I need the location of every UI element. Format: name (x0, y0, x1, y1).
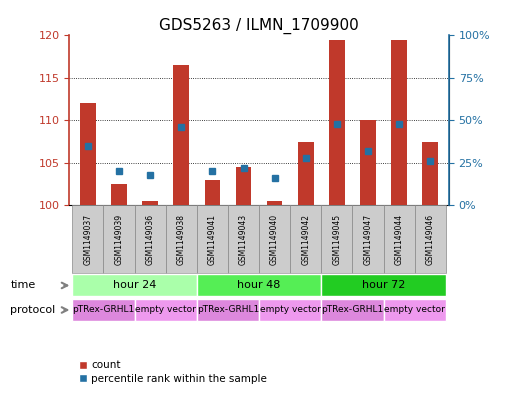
Bar (321, 205, 352, 273)
Bar (197, 299, 259, 321)
Bar (72, 274, 197, 296)
Text: empty vector: empty vector (384, 305, 445, 314)
Bar (134, 205, 166, 273)
Bar (72, 205, 104, 273)
Text: GSM1149043: GSM1149043 (239, 214, 248, 265)
Bar (267, 201, 282, 205)
Bar (329, 40, 345, 205)
Bar (360, 120, 376, 205)
Text: hour 24: hour 24 (113, 281, 156, 290)
Bar (236, 167, 251, 205)
Text: GSM1149038: GSM1149038 (177, 214, 186, 265)
Text: GSM1149042: GSM1149042 (301, 214, 310, 265)
Bar (205, 180, 220, 205)
Text: protocol: protocol (10, 305, 55, 315)
Bar (143, 201, 158, 205)
Text: pTRex-GRHL1: pTRex-GRHL1 (321, 305, 384, 314)
Text: pTRex-GRHL1: pTRex-GRHL1 (197, 305, 259, 314)
Text: GSM1149047: GSM1149047 (364, 214, 372, 265)
Text: GSM1149045: GSM1149045 (332, 214, 341, 265)
Bar (259, 205, 290, 273)
Bar (290, 205, 321, 273)
Legend: count, percentile rank within the sample: count, percentile rank within the sample (74, 356, 271, 388)
Bar (384, 299, 446, 321)
Text: time: time (10, 281, 35, 290)
Text: GSM1149040: GSM1149040 (270, 214, 279, 265)
Text: GSM1149037: GSM1149037 (84, 214, 92, 265)
Bar (321, 299, 384, 321)
Text: empty vector: empty vector (260, 305, 321, 314)
Text: hour 72: hour 72 (362, 281, 405, 290)
Bar (384, 205, 415, 273)
Bar (72, 299, 134, 321)
Bar (197, 274, 321, 296)
Bar (197, 205, 228, 273)
Text: GSM1149036: GSM1149036 (146, 214, 154, 265)
Bar (391, 40, 407, 205)
Bar (104, 205, 134, 273)
Bar (259, 299, 321, 321)
Bar (80, 103, 96, 205)
Bar (173, 65, 189, 205)
Bar (134, 299, 197, 321)
Text: GSM1149041: GSM1149041 (208, 214, 217, 265)
Bar (352, 205, 384, 273)
Bar (321, 274, 446, 296)
Bar (415, 205, 446, 273)
Text: empty vector: empty vector (135, 305, 196, 314)
Bar (111, 184, 127, 205)
Bar (422, 141, 438, 205)
Text: pTRex-GRHL1: pTRex-GRHL1 (72, 305, 134, 314)
Bar (298, 141, 313, 205)
Text: hour 48: hour 48 (238, 281, 281, 290)
Text: GSM1149039: GSM1149039 (114, 214, 124, 265)
Text: GSM1149044: GSM1149044 (394, 214, 404, 265)
Text: GSM1149046: GSM1149046 (426, 214, 435, 265)
Title: GDS5263 / ILMN_1709900: GDS5263 / ILMN_1709900 (159, 18, 359, 34)
Bar (166, 205, 197, 273)
Bar (228, 205, 259, 273)
